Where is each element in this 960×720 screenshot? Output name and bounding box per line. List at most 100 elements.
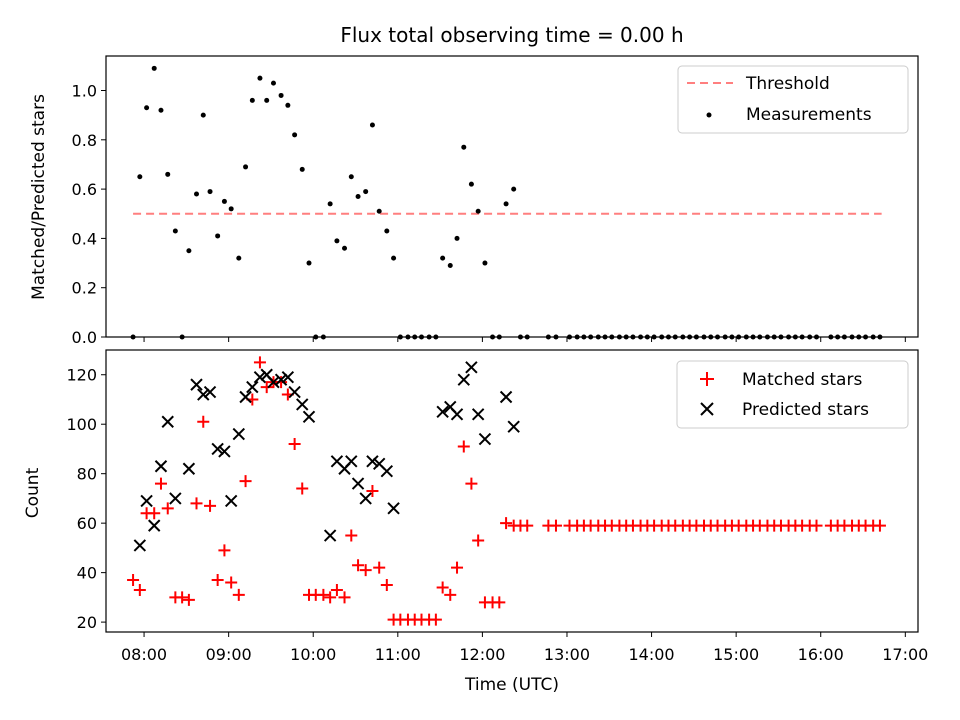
top-y-tick-label: 0.6 xyxy=(72,180,97,199)
predicted-star-point xyxy=(246,380,259,394)
measurement-point xyxy=(503,201,509,207)
measurement-point xyxy=(257,75,263,81)
bottom-panel: Count Time (UTC) 20 40 60 80 100 120 08:00 09:0… xyxy=(23,349,928,695)
matched-star-point xyxy=(465,477,478,490)
matched-star-point xyxy=(260,381,273,394)
measurement-point xyxy=(249,97,255,103)
matched-star-point xyxy=(429,613,442,626)
top-axes-frame xyxy=(105,55,919,338)
predicted-star-point xyxy=(203,385,217,399)
top-legend-box xyxy=(677,65,909,134)
matched-star-point xyxy=(176,591,189,604)
measurement-point xyxy=(228,206,234,212)
predicted-star-point xyxy=(450,408,464,421)
legend-threshold-label: Threshold xyxy=(745,74,830,94)
measurement-point xyxy=(207,189,213,195)
predicted-star-point xyxy=(507,420,520,433)
predicted-star-point xyxy=(302,410,316,423)
x-tick-label: 08:00 xyxy=(121,645,167,664)
matched-star-point xyxy=(211,574,224,587)
top-y-tick-label: 0.2 xyxy=(72,279,97,298)
measurement-point xyxy=(461,144,467,150)
matched-star-point xyxy=(190,497,203,510)
measurement-point xyxy=(482,260,488,266)
bottom-y-tick-label: 60 xyxy=(77,514,97,533)
measurement-point xyxy=(270,80,276,86)
top-y-tick-label: 1.0 xyxy=(72,82,97,101)
predicted-star-point xyxy=(211,442,224,456)
matched-star-point xyxy=(218,544,231,557)
predicted-star-point xyxy=(471,408,485,421)
matched-star-point xyxy=(493,596,506,609)
measurement-point xyxy=(165,171,171,177)
measurement-point xyxy=(376,208,382,214)
predicted-star-point xyxy=(232,427,246,441)
predicted-star-point xyxy=(281,371,295,384)
top-y-tick-label: 0.8 xyxy=(72,131,97,150)
predicted-star-point xyxy=(218,445,231,458)
matched-star-point xyxy=(197,415,210,428)
matched-star-point xyxy=(275,376,288,389)
matched-star-point xyxy=(380,579,393,591)
legend-measurements-marker xyxy=(706,112,712,118)
measurement-point xyxy=(355,194,361,199)
measurement-point xyxy=(172,228,178,234)
predicted-star-point xyxy=(154,460,168,473)
bottom-axes-frame xyxy=(105,349,919,633)
measurement-point xyxy=(299,166,305,172)
top-legend: Threshold Measurements xyxy=(677,65,909,134)
measurement-point xyxy=(215,233,221,239)
matched-star-point xyxy=(436,581,449,594)
legend-predicted-label: Predicted stars xyxy=(742,400,869,420)
measurement-point xyxy=(468,181,474,187)
matched-star-point xyxy=(873,519,886,532)
matched-star-point xyxy=(549,519,562,532)
measurement-point xyxy=(137,174,143,180)
measurement-point xyxy=(475,208,481,214)
measurement-point xyxy=(369,122,375,128)
matched-star-point xyxy=(338,591,351,604)
measurement-point xyxy=(285,102,291,108)
predicted-star-point xyxy=(140,494,153,508)
top-y-tick-label: 0.0 xyxy=(72,328,97,347)
predicted-star-point xyxy=(161,415,174,428)
matched-star-point xyxy=(457,440,470,453)
predicted-star-point xyxy=(387,502,400,515)
predicted-star-point xyxy=(169,492,182,505)
measurement-point xyxy=(327,201,333,207)
bottom-y-axis-label: Count xyxy=(23,467,43,518)
bottom-y-tick-label: 80 xyxy=(77,465,97,484)
predicted-star-point xyxy=(436,405,449,419)
x-tick-label: 17:00 xyxy=(882,645,928,664)
predicted-star-point xyxy=(351,477,365,490)
predicted-star-point xyxy=(323,529,337,542)
matched-star-point xyxy=(317,588,330,601)
predicted-star-point xyxy=(359,492,372,505)
measurement-point xyxy=(440,255,446,261)
bottom-legend: Matched stars Predicted stars xyxy=(676,360,909,429)
measurement-point xyxy=(348,174,354,180)
predicted-star-point xyxy=(267,375,280,389)
measurement-point xyxy=(236,255,242,261)
matched-star-point xyxy=(366,485,379,497)
predicted-star-point xyxy=(366,455,379,468)
matched-star-point xyxy=(352,559,365,572)
x-tick-label: 15:00 xyxy=(713,645,759,664)
x-tick-label: 16:00 xyxy=(798,645,844,664)
x-tick-label: 11:00 xyxy=(375,645,421,664)
measurement-point xyxy=(158,107,164,113)
measurement-point xyxy=(278,92,284,98)
matched-star-point xyxy=(127,574,140,587)
bottom-legend-box xyxy=(676,360,909,429)
matched-star-point xyxy=(148,507,161,520)
chart-title: Flux total observing time = 0.00 h xyxy=(340,23,683,47)
matched-star-point xyxy=(521,519,534,532)
matched-star-point xyxy=(288,438,301,450)
matched-star-point xyxy=(296,482,309,495)
matched-star-point xyxy=(451,561,464,574)
measurement-point xyxy=(384,228,390,234)
predicted-star-point xyxy=(457,373,470,386)
predicted-star-point xyxy=(224,494,238,508)
predicted-star-point xyxy=(345,455,358,468)
